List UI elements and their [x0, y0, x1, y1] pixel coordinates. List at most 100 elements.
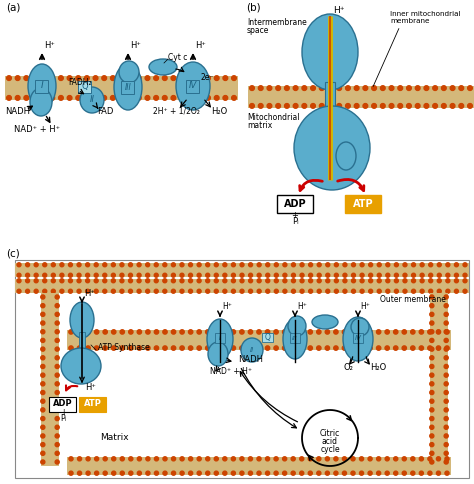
Circle shape: [444, 303, 448, 308]
Circle shape: [55, 303, 59, 308]
Circle shape: [41, 417, 45, 421]
Circle shape: [137, 289, 141, 293]
Circle shape: [128, 273, 133, 277]
Circle shape: [240, 330, 244, 334]
Circle shape: [444, 442, 448, 447]
Circle shape: [26, 289, 29, 293]
Circle shape: [155, 471, 158, 475]
Circle shape: [110, 95, 115, 100]
Text: H⁺: H⁺: [222, 302, 232, 311]
Circle shape: [267, 86, 272, 91]
Circle shape: [445, 457, 449, 461]
Circle shape: [257, 263, 261, 267]
Circle shape: [163, 346, 167, 350]
Circle shape: [69, 346, 73, 350]
Circle shape: [376, 346, 381, 350]
Circle shape: [119, 95, 124, 100]
Circle shape: [26, 279, 29, 283]
Circle shape: [214, 330, 219, 334]
Circle shape: [428, 263, 433, 267]
Text: III: III: [125, 82, 131, 91]
Circle shape: [368, 346, 372, 350]
Ellipse shape: [114, 64, 142, 110]
Circle shape: [411, 471, 415, 475]
Circle shape: [120, 346, 125, 350]
Circle shape: [180, 346, 184, 350]
Circle shape: [146, 346, 150, 350]
Circle shape: [94, 273, 98, 277]
Circle shape: [309, 289, 312, 293]
Circle shape: [258, 104, 263, 108]
Circle shape: [26, 273, 29, 277]
Circle shape: [444, 364, 448, 368]
Circle shape: [78, 457, 82, 461]
Circle shape: [267, 104, 272, 108]
Text: +: +: [60, 408, 66, 417]
Circle shape: [41, 95, 46, 100]
Ellipse shape: [241, 338, 263, 362]
Circle shape: [41, 408, 45, 412]
Circle shape: [283, 263, 287, 267]
Circle shape: [436, 346, 441, 350]
Circle shape: [197, 471, 201, 475]
Circle shape: [283, 457, 287, 461]
Circle shape: [445, 330, 449, 334]
Circle shape: [223, 346, 227, 350]
Circle shape: [463, 263, 467, 267]
Ellipse shape: [343, 317, 373, 361]
Circle shape: [248, 289, 253, 293]
Circle shape: [223, 273, 227, 277]
Circle shape: [284, 104, 289, 108]
Circle shape: [436, 330, 441, 334]
Ellipse shape: [302, 14, 358, 90]
Circle shape: [172, 289, 175, 293]
Circle shape: [394, 279, 398, 283]
Circle shape: [444, 399, 448, 403]
Circle shape: [438, 289, 441, 293]
Circle shape: [444, 417, 448, 421]
Circle shape: [171, 76, 176, 80]
Circle shape: [430, 373, 434, 377]
Circle shape: [468, 104, 473, 108]
Circle shape: [231, 471, 236, 475]
Circle shape: [369, 279, 373, 283]
Circle shape: [368, 471, 372, 475]
Circle shape: [84, 76, 89, 80]
Circle shape: [410, 330, 415, 334]
Circle shape: [444, 460, 448, 464]
Text: matrix: matrix: [247, 121, 272, 130]
Ellipse shape: [294, 106, 370, 190]
Circle shape: [274, 273, 278, 277]
Circle shape: [351, 330, 355, 334]
Circle shape: [137, 76, 141, 80]
Circle shape: [41, 364, 45, 368]
Circle shape: [188, 95, 193, 100]
Circle shape: [137, 263, 141, 267]
Circle shape: [381, 86, 385, 91]
Circle shape: [317, 289, 321, 293]
Circle shape: [386, 279, 390, 283]
Circle shape: [346, 86, 350, 91]
Circle shape: [94, 289, 98, 293]
Circle shape: [430, 434, 434, 438]
Circle shape: [342, 457, 346, 461]
Circle shape: [430, 417, 434, 421]
Circle shape: [163, 95, 167, 100]
Circle shape: [214, 457, 219, 461]
Circle shape: [354, 86, 359, 91]
Circle shape: [343, 273, 347, 277]
Circle shape: [257, 279, 261, 283]
Circle shape: [68, 273, 73, 277]
Circle shape: [394, 263, 398, 267]
Circle shape: [257, 330, 261, 334]
Circle shape: [102, 76, 107, 80]
FancyBboxPatch shape: [262, 333, 273, 342]
Circle shape: [444, 408, 448, 412]
Circle shape: [430, 442, 434, 447]
Circle shape: [398, 86, 402, 91]
Circle shape: [402, 457, 406, 461]
Bar: [79, 332, 85, 348]
Circle shape: [128, 76, 133, 80]
Circle shape: [430, 312, 434, 317]
Circle shape: [334, 289, 338, 293]
